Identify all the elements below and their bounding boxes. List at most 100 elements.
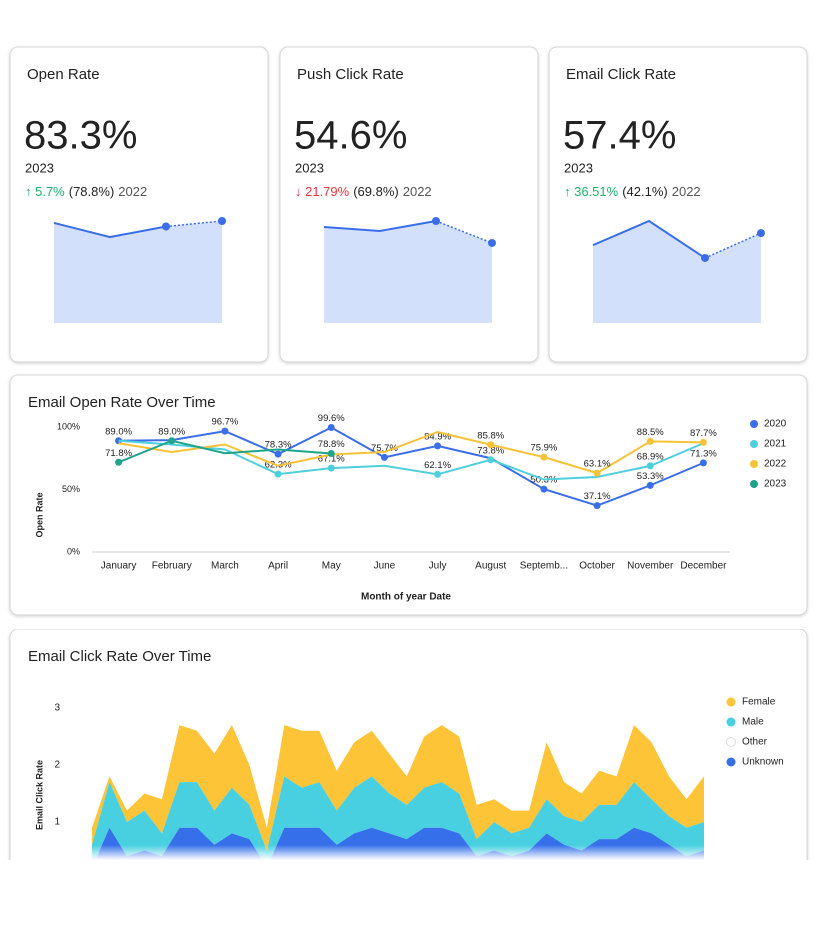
point: [699, 459, 707, 467]
x-tick-label: June: [374, 561, 396, 572]
prior-value: (42.1%): [622, 184, 668, 199]
legend-swatch: [750, 420, 758, 428]
data-label: 84.9%: [424, 431, 451, 442]
legend-swatch: [726, 757, 736, 767]
fade: [80, 845, 720, 860]
data-label: 89.0%: [105, 426, 132, 437]
x-tick-label: March: [211, 561, 239, 572]
legend-label: 2021: [764, 439, 787, 450]
area-chart: Email Click Rate Over Time 1 2 3 Email Click…: [9, 629, 808, 860]
point: [221, 427, 229, 435]
point: [487, 441, 495, 449]
point: [487, 456, 495, 464]
trend-dot: [757, 229, 765, 238]
series-line: [118, 426, 704, 507]
trend-dot: [701, 253, 709, 262]
legend-label: 2020: [764, 419, 787, 430]
data-label: 85.8%: [477, 430, 504, 441]
data-label: 75.7%: [371, 443, 398, 454]
data-label: 78.3%: [265, 440, 292, 451]
data-label: 89.0%: [158, 426, 185, 437]
point: [593, 502, 601, 510]
kpi-year: 2023: [25, 160, 54, 175]
series-area: [92, 776, 704, 860]
point: [699, 438, 707, 446]
legend-label: 2023: [764, 479, 787, 490]
point: [327, 424, 335, 431]
prior-year: 2022: [672, 184, 701, 199]
trend-dot: [218, 217, 226, 225]
data-label: 63.1%: [584, 459, 611, 470]
data-label: 67.1%: [318, 454, 345, 465]
card-bg: [9, 374, 808, 616]
legend-swatch: [726, 697, 736, 707]
point: [274, 450, 282, 458]
point: [434, 442, 442, 450]
series-line: [118, 439, 704, 481]
change: ↑ 5.7%: [25, 184, 65, 199]
data-label: 73.8%: [477, 445, 504, 456]
trend-line: [592, 219, 706, 259]
legend-label: Female: [742, 697, 776, 708]
legend-swatch: [750, 480, 758, 488]
legend-label: Male: [742, 717, 764, 728]
point: [274, 470, 282, 478]
data-label: 71.8%: [105, 448, 132, 459]
data-label: 75.9%: [530, 443, 557, 454]
trend-area: [324, 221, 492, 323]
data-label: 68.9%: [637, 451, 664, 462]
legend-swatch: [750, 440, 758, 448]
comparison: ↑ 36.51% (42.1%) 2022: [564, 184, 701, 199]
legend-label: Unknown: [742, 757, 784, 768]
legend-swatch: [750, 460, 758, 468]
data-label: 37.1%: [584, 491, 611, 502]
x-tick-label: April: [268, 561, 288, 572]
card-title: Email Click Rate: [566, 66, 676, 83]
x-tick-label: October: [579, 561, 615, 572]
point: [540, 485, 548, 493]
point: [646, 437, 654, 445]
data-label: 62.1%: [424, 460, 451, 471]
chart-title: Email Click Rate Over Time: [28, 648, 211, 665]
y-tick-label: 100%: [57, 421, 80, 431]
legend-label: Other: [742, 737, 768, 748]
y-tick-label: 2: [54, 760, 60, 771]
comparison: ↓ 21.79% (69.8%) 2022: [295, 184, 432, 199]
x-tick-label: May: [322, 561, 341, 572]
x-tick-label: January: [101, 561, 137, 572]
line-chart: Email Open Rate Over Time 0% 50% 100% Januar…: [9, 374, 808, 616]
chart-title: Email Open Rate Over Time: [28, 394, 216, 411]
trend-dot: [162, 222, 170, 231]
point: [434, 470, 442, 478]
card-title: Open Rate: [27, 66, 100, 83]
point: [540, 453, 548, 461]
data-label: 78.8%: [318, 439, 345, 450]
card-title: Push Click Rate: [297, 66, 404, 83]
trend-area: [593, 221, 761, 323]
legend-label: 2022: [764, 459, 787, 470]
legend-swatch: [726, 737, 736, 747]
x-tick-label: July: [429, 561, 447, 572]
kpi-year: 2023: [564, 160, 593, 175]
point: [380, 453, 388, 461]
kpi-value: 54.6%: [294, 114, 407, 158]
prior-value: (78.8%): [69, 184, 115, 199]
point: [646, 481, 654, 489]
x-tick-label: Septemb...: [520, 561, 568, 572]
kpi-year: 2023: [295, 160, 324, 175]
change: ↑ 36.51%: [564, 184, 619, 199]
point: [646, 462, 654, 470]
x-axis-label: Month of year Date: [361, 592, 451, 603]
x-tick-label: December: [680, 561, 727, 572]
y-tick-label: 3: [54, 703, 60, 714]
point: [593, 469, 601, 477]
data-label: 99.6%: [318, 413, 345, 424]
change: ↓ 21.79%: [295, 184, 350, 199]
data-label: 96.7%: [211, 417, 238, 428]
point: [327, 464, 335, 472]
y-tick-label: 50%: [62, 484, 80, 494]
y-axis-label: Email Click Rate: [34, 760, 44, 830]
point: [115, 458, 123, 466]
